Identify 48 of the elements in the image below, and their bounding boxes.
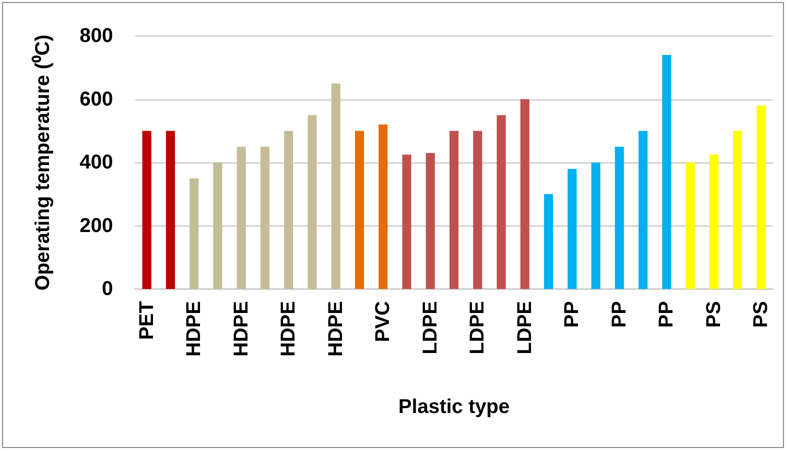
- bar: [686, 162, 695, 289]
- bar: [236, 146, 246, 289]
- bar: [544, 194, 554, 289]
- bar: [213, 162, 222, 289]
- bar: [378, 124, 388, 289]
- x-tick-label: PET: [136, 301, 158, 340]
- x-tick-label: PP: [656, 301, 678, 328]
- bar: [450, 130, 458, 289]
- y-tick-label: 600: [80, 88, 113, 110]
- bar: [756, 106, 766, 289]
- x-tick-label: PS: [702, 301, 725, 328]
- bar: [190, 178, 199, 289]
- bar: [260, 146, 270, 289]
- bar: [614, 146, 624, 289]
- bar: [568, 168, 577, 289]
- bar: [520, 99, 530, 289]
- bar: [354, 130, 364, 289]
- bar: [709, 154, 718, 289]
- bar: [496, 115, 506, 289]
- bar: [284, 130, 294, 289]
- bar: [638, 130, 648, 289]
- bar: [591, 162, 600, 289]
- x-tick-label: PP: [608, 301, 630, 328]
- y-tick-label: 0: [102, 278, 113, 300]
- x-tick-label: HDPE: [278, 301, 300, 357]
- bar: [426, 153, 435, 289]
- bar: [733, 130, 742, 289]
- y-tick-label: 200: [80, 214, 113, 237]
- bar: [166, 130, 175, 289]
- bar: [473, 130, 482, 289]
- bar: [402, 154, 412, 289]
- x-tick-label: PP: [561, 301, 584, 328]
- x-tick-label: PS: [750, 301, 772, 328]
- x-tick-label: HDPE: [324, 301, 347, 357]
- x-tick-label: LDPE: [514, 301, 536, 354]
- x-tick-label: LDPE: [466, 301, 489, 354]
- y-axis-title: Operating temperature (⁰C): [31, 34, 54, 290]
- bar: [662, 54, 672, 289]
- y-tick-label: 400: [80, 152, 113, 174]
- x-axis-title: Plastic type: [398, 396, 510, 418]
- x-tick-label: HDPE: [230, 301, 252, 357]
- bar: [142, 130, 152, 289]
- x-tick-label: HDPE: [183, 301, 206, 357]
- x-tick-label: PVC: [372, 301, 394, 342]
- y-tick-label: 800: [80, 25, 113, 47]
- x-tick-label: LDPE: [419, 301, 442, 354]
- bar: [331, 83, 340, 289]
- bar: [308, 115, 317, 289]
